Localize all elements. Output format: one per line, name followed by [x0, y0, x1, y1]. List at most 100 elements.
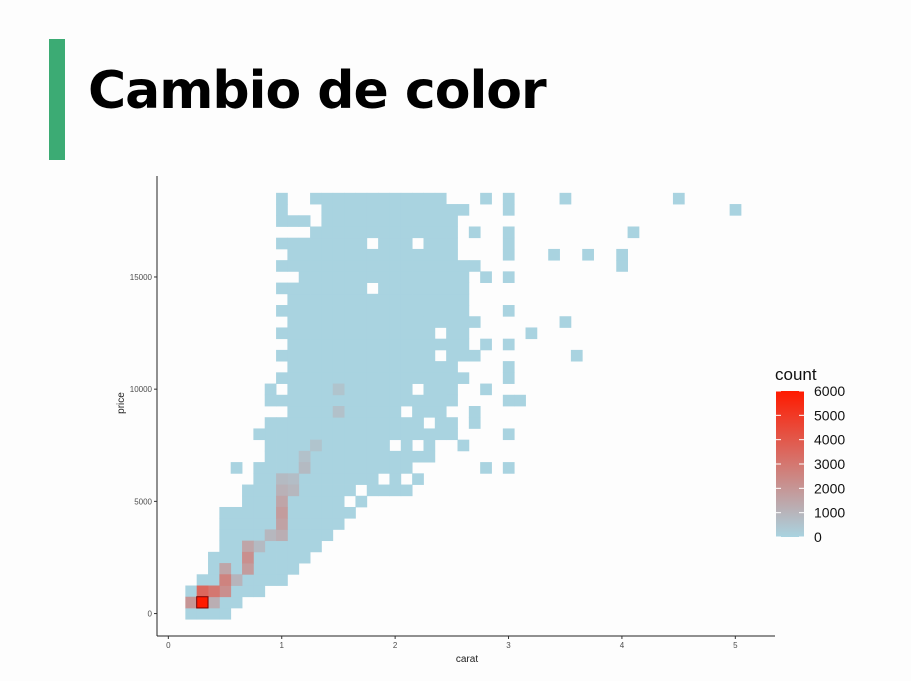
heatmap-cell	[412, 271, 424, 283]
heatmap-cell	[355, 450, 368, 463]
y-tick-label: 10000	[130, 385, 153, 394]
heatmap-cell	[219, 607, 232, 620]
heatmap-cell	[242, 484, 254, 497]
heatmap-cell	[468, 417, 481, 429]
heatmap-cell	[242, 495, 254, 508]
chart-axes: 0 1 2 3 4 5 0 5000 10000 15000 carat price	[116, 176, 775, 665]
heatmap-cell	[310, 316, 322, 328]
heatmap-cell	[423, 293, 436, 306]
heatmap-cell	[355, 428, 368, 441]
legend-label: 2000	[814, 480, 845, 496]
heatmap-cell	[729, 204, 742, 216]
x-axis-title: carat	[456, 654, 478, 665]
heatmap-cell	[355, 417, 368, 429]
heatmap-cell	[389, 361, 402, 373]
heatmap-cell	[344, 473, 356, 485]
heatmap-cell	[208, 585, 220, 598]
heatmap-cell	[298, 439, 311, 452]
heatmap-cell	[321, 248, 334, 261]
heatmap-cell	[378, 293, 390, 306]
heatmap-cell	[253, 540, 266, 553]
heatmap-cell	[276, 305, 288, 317]
heatmap-cell	[468, 316, 481, 328]
heatmap-cell	[332, 215, 345, 227]
heatmap-cell	[298, 338, 311, 351]
heatmap-cell	[287, 394, 300, 407]
heatmap-cell	[366, 394, 379, 407]
heatmap-cell	[502, 462, 515, 474]
heatmap-cell	[389, 248, 402, 261]
heatmap-cell	[423, 428, 436, 441]
heatmap-cell	[355, 349, 368, 362]
title-accent-bar	[49, 39, 65, 160]
heatmap-cell	[457, 282, 470, 295]
heatmap-cell	[378, 462, 390, 474]
heatmap-cell	[310, 192, 322, 205]
heatmap-cell	[412, 260, 424, 272]
heatmap-cell	[344, 226, 356, 239]
heatmap-cell	[185, 585, 198, 598]
heatmap-cell	[196, 574, 209, 586]
heatmap-cell	[378, 439, 390, 452]
heatmap-cell	[434, 271, 447, 283]
heatmap-cell	[366, 305, 379, 317]
heatmap-cell	[321, 428, 334, 441]
heatmap-cell	[287, 260, 300, 272]
heatmap-cell	[321, 192, 334, 205]
heatmap-cell	[389, 383, 402, 396]
heatmap-cell	[332, 462, 345, 474]
heatmap-cell	[366, 215, 379, 227]
heatmap-cell	[264, 563, 277, 575]
heatmap-cell	[400, 282, 413, 295]
heatmap-cell	[570, 349, 583, 362]
heatmap-cell	[400, 327, 413, 340]
heatmap-cell	[196, 596, 209, 609]
heatmap-cell	[366, 260, 379, 272]
slide-title: Cambio de color	[88, 61, 547, 121]
heatmap-cell	[502, 361, 515, 373]
legend-label: 5000	[814, 407, 845, 423]
heatmap-cell	[287, 248, 300, 261]
heatmap-cell	[366, 293, 379, 306]
y-tick-label: 5000	[134, 497, 152, 506]
heatmap-cell	[366, 450, 379, 463]
heatmap-cell	[276, 450, 288, 463]
heatmap-cell	[298, 237, 311, 250]
heatmap-cell	[389, 226, 402, 239]
x-tick-label: 3	[506, 641, 511, 650]
heatmap-cell	[332, 506, 345, 519]
heatmap-cell	[276, 417, 288, 429]
heatmap-cell	[627, 226, 640, 239]
heatmap-cell	[276, 394, 288, 407]
heatmap-cell	[434, 383, 447, 396]
heatmap-cell	[321, 473, 334, 485]
heatmap-cell	[378, 417, 390, 429]
heatmap-cell	[344, 372, 356, 384]
heatmap-cell	[332, 495, 345, 508]
heatmap-cell	[253, 518, 266, 530]
x-tick-label: 2	[393, 641, 398, 650]
heatmap-cell	[321, 271, 334, 283]
heatmap-cell	[378, 248, 390, 261]
heatmap-cell	[434, 204, 447, 216]
heatmap-cell	[332, 293, 345, 306]
heatmap-cell	[480, 271, 492, 283]
heatmap-cell	[321, 204, 334, 216]
heatmap-cell	[389, 394, 402, 407]
heatmap-cell	[378, 192, 390, 205]
heatmap-cell	[230, 540, 243, 553]
heatmap-cell	[400, 428, 413, 441]
heatmap-cell	[242, 518, 254, 530]
heatmap-cell	[412, 226, 424, 239]
heatmap-cell	[298, 462, 311, 474]
heatmap-cell	[378, 327, 390, 340]
heatmap-cell	[321, 282, 334, 295]
heatmap-cell	[389, 293, 402, 306]
heatmap-cell	[434, 248, 447, 261]
heatmap-cell	[287, 563, 300, 575]
heatmap-cell	[298, 529, 311, 542]
heatmap-cell	[310, 529, 322, 542]
heatmap-cell	[276, 439, 288, 452]
heatmap-cell	[298, 383, 311, 396]
heatmap-cell	[389, 327, 402, 340]
